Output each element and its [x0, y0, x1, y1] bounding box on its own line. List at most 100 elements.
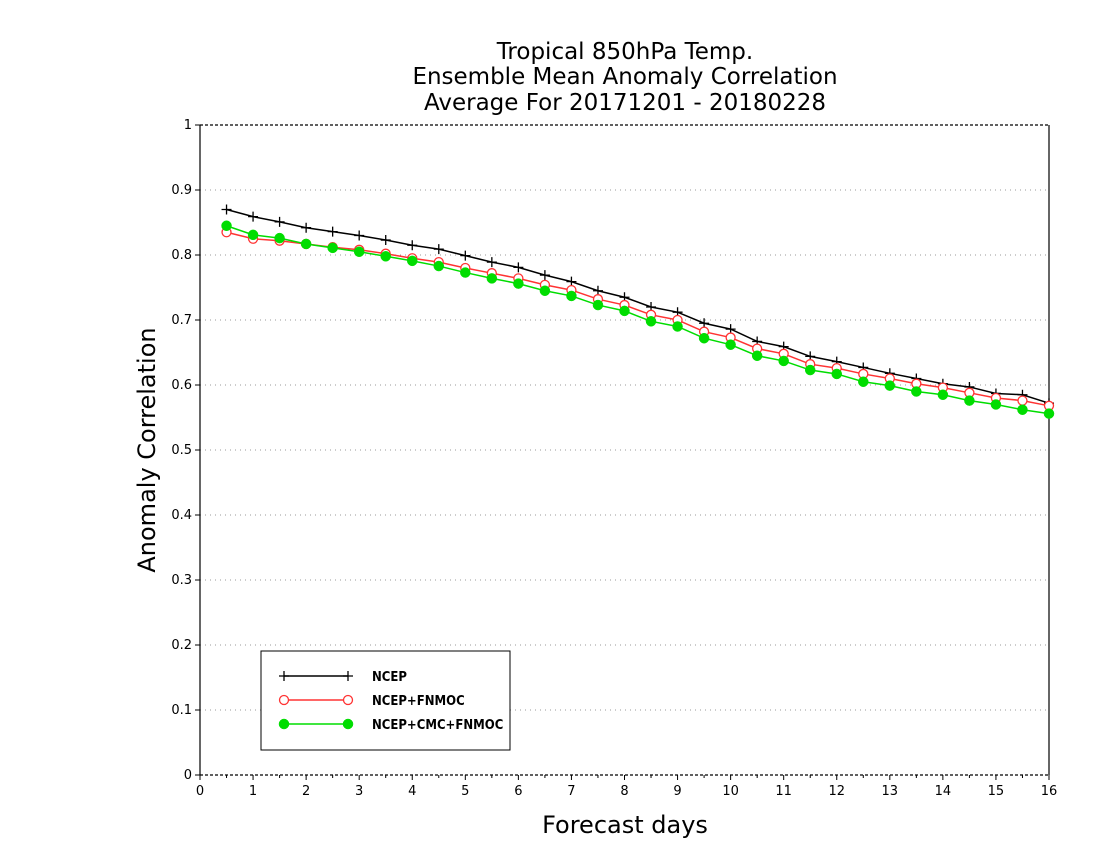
- data-point-marker: [619, 305, 630, 317]
- x-tick-label: 11: [775, 784, 792, 799]
- data-point-marker: [513, 278, 524, 289]
- x-tick-label: 0: [196, 784, 204, 799]
- data-point-marker: [1017, 395, 1028, 406]
- data-point-marker: [407, 240, 418, 251]
- data-point-marker: [221, 204, 232, 215]
- data-point-marker: [278, 694, 290, 706]
- data-point-marker: [486, 257, 497, 268]
- x-tick-label: 4: [408, 784, 416, 799]
- data-point-marker: [433, 260, 445, 272]
- data-point-marker: [884, 380, 896, 391]
- x-tick-label: 1: [249, 784, 257, 799]
- x-tick-label: 16: [1041, 784, 1058, 799]
- data-point-marker: [407, 255, 418, 267]
- data-point-marker: [592, 299, 604, 311]
- data-point-marker: [725, 339, 736, 350]
- y-tick-label: 0.6: [171, 378, 192, 393]
- data-point-marker: [221, 220, 232, 231]
- legend-label: NCEP+CMC+FNMOC: [372, 718, 503, 733]
- data-point-marker: [342, 694, 354, 706]
- x-tick-label: 14: [935, 784, 952, 799]
- legend-item: NCEP+CMC+FNMOC: [278, 718, 503, 733]
- data-point-marker: [539, 270, 550, 281]
- data-point-marker: [804, 364, 816, 376]
- data-point-marker: [1043, 408, 1055, 419]
- y-tick-label: 0.7: [171, 313, 192, 328]
- data-point-marker: [248, 211, 259, 222]
- data-point-marker: [278, 718, 290, 730]
- data-point-marker: [301, 222, 312, 233]
- data-point-marker: [778, 355, 789, 367]
- y-tick-label: 0.2: [171, 638, 192, 653]
- y-tick-label: 0.8: [171, 248, 192, 263]
- series-ncep-fnmoc: [221, 227, 1055, 411]
- legend: NCEP NCEP+FNMOC NCEP+CMC+FNMOC: [260, 650, 511, 751]
- series-layer: [221, 204, 1055, 419]
- data-point-marker: [1017, 404, 1028, 415]
- data-point-marker: [858, 376, 869, 387]
- data-point-marker: [353, 246, 365, 257]
- data-point-marker: [539, 285, 551, 296]
- legend-item: NCEP+FNMOC: [278, 694, 465, 709]
- y-tick-label: 0.5: [171, 443, 192, 458]
- x-tick-label: 13: [882, 784, 899, 799]
- chart-title: Tropical 850hPa Temp. Ensemble Mean Anom…: [412, 39, 837, 116]
- legend-label: NCEP+FNMOC: [372, 694, 465, 709]
- series-ncep-cmc-fnmoc: [221, 220, 1055, 419]
- data-point-marker: [380, 235, 391, 246]
- y-tick-label: 0.9: [171, 183, 192, 198]
- series-line: [226, 208, 1050, 404]
- data-point-marker: [343, 671, 353, 681]
- y-axis-label: Anomaly Correlation: [133, 327, 161, 572]
- data-point-marker: [964, 395, 975, 406]
- data-point-marker: [327, 242, 338, 254]
- y-tick-label: 0: [184, 768, 192, 783]
- x-tick-label: 3: [355, 784, 363, 799]
- x-tick-label: 6: [514, 784, 522, 799]
- x-axis-label: Forecast days: [542, 811, 708, 839]
- data-point-marker: [486, 273, 498, 284]
- axes: 00.10.20.30.40.50.60.70.80.910 1 2 3 4 5 6 7 8 9 1…: [171, 118, 1057, 799]
- data-point-marker: [380, 251, 391, 262]
- data-point-marker: [460, 250, 471, 261]
- y-tick-label: 0.4: [171, 508, 192, 523]
- y-tick-label: 1: [184, 118, 192, 133]
- data-point-marker: [911, 386, 922, 397]
- data-point-marker: [513, 262, 524, 273]
- x-tick-label: 10: [722, 784, 739, 799]
- legend-label: NCEP: [372, 670, 407, 685]
- data-point-marker: [433, 244, 444, 255]
- data-point-marker: [460, 267, 471, 278]
- data-point-marker: [751, 350, 763, 361]
- legend-item: NCEP: [279, 670, 407, 685]
- data-point-marker: [831, 368, 842, 380]
- data-point-marker: [698, 332, 710, 344]
- data-point-marker: [274, 216, 285, 227]
- data-point-marker: [990, 399, 1002, 410]
- data-point-marker: [274, 232, 285, 244]
- x-tick-label: 2: [302, 784, 310, 799]
- data-point-marker: [342, 718, 354, 730]
- data-point-marker: [645, 316, 657, 327]
- data-point-marker: [937, 389, 949, 400]
- data-point-marker: [279, 671, 289, 681]
- y-tick-label: 0.1: [171, 703, 192, 718]
- data-point-marker: [247, 229, 259, 241]
- x-tick-label: 7: [567, 784, 575, 799]
- series-ncep: [221, 204, 1054, 409]
- chart-title-line-3: Average For 20171201 - 20180228: [424, 90, 826, 116]
- data-point-marker: [672, 321, 683, 332]
- x-tick-label: 5: [461, 784, 469, 799]
- data-point-marker: [566, 290, 577, 302]
- x-tick-label: 12: [828, 784, 845, 799]
- y-tick-label: 0.3: [171, 573, 192, 588]
- x-tick-label: 9: [673, 784, 681, 799]
- chart-title-line-1: Tropical 850hPa Temp.: [496, 39, 753, 65]
- data-point-marker: [327, 226, 338, 237]
- gridlines: [200, 189, 1049, 711]
- chart-title-line-2: Ensemble Mean Anomaly Correlation: [412, 64, 837, 90]
- x-tick-label: 15: [988, 784, 1005, 799]
- data-point-marker: [354, 230, 365, 241]
- data-point-marker: [300, 238, 312, 250]
